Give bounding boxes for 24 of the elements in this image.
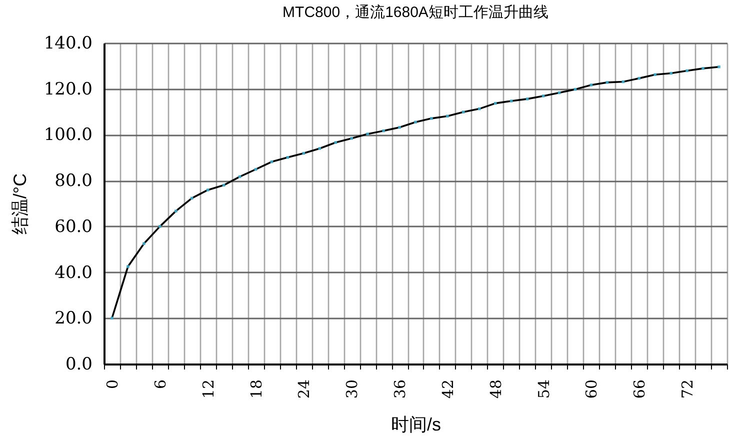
chart-title: MTC800，通流1680A短时工作温升曲线 bbox=[282, 4, 548, 21]
y-axis-title: 结温/°C bbox=[10, 173, 30, 235]
y-tick-label: 40.0 bbox=[54, 262, 92, 283]
x-tick-label: 48 bbox=[486, 380, 505, 399]
x-tick-label: 0 bbox=[103, 380, 122, 390]
y-tick-label: 140.0 bbox=[44, 34, 92, 54]
x-tick-label: 18 bbox=[247, 380, 266, 399]
y-tick-label: 0.0 bbox=[65, 354, 92, 374]
y-tick-label: 20.0 bbox=[54, 308, 92, 329]
y-tick-label: 120.0 bbox=[44, 79, 92, 100]
x-tick-label: 6 bbox=[151, 380, 170, 390]
x-tick-label: 42 bbox=[438, 380, 457, 399]
x-tick-label: 12 bbox=[199, 380, 218, 399]
x-tick-label: 72 bbox=[678, 380, 697, 399]
y-tick-label: 60.0 bbox=[54, 216, 92, 237]
x-tick-label: 24 bbox=[295, 380, 314, 399]
x-tick-label: 60 bbox=[582, 380, 601, 399]
x-tick-label: 36 bbox=[391, 380, 410, 399]
x-axis-title: 时间/s bbox=[390, 414, 442, 435]
y-tick-label: 100.0 bbox=[44, 125, 92, 146]
x-tick-label: 54 bbox=[534, 380, 553, 399]
y-tick-label: 80.0 bbox=[54, 171, 92, 192]
x-tick-label: 66 bbox=[630, 380, 649, 399]
x-tick-label: 30 bbox=[343, 380, 362, 399]
